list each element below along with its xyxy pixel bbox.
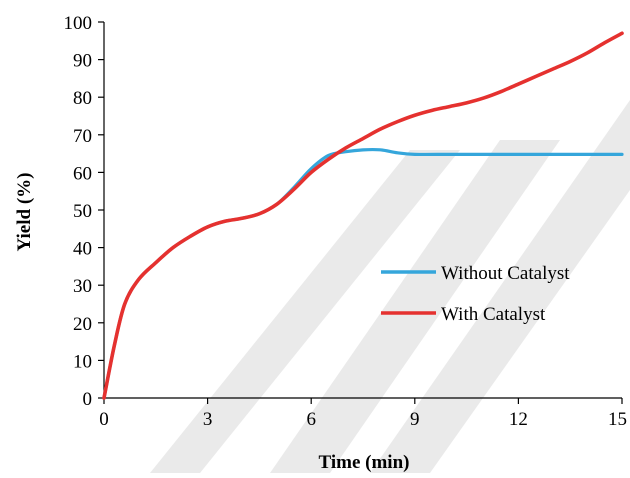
y-tick-label: 40	[73, 239, 92, 260]
y-tick-label: 50	[73, 201, 92, 222]
x-tick-label: 9	[410, 409, 420, 430]
legend-label: With Catalyst	[441, 304, 546, 325]
series-line-with-catalyst	[102, 31, 624, 400]
y-tick-label: 80	[73, 88, 92, 109]
legend: Without Catalyst With Catalyst	[381, 263, 570, 325]
legend-label: Without Catalyst	[441, 263, 570, 284]
y-tick-label: 90	[73, 51, 92, 72]
x-tick-label: 12	[509, 409, 528, 430]
retracted-watermark	[150, 100, 630, 473]
x-tick-label: 15	[608, 409, 627, 430]
watermark-band-1	[370, 100, 630, 473]
y-tick-label: 100	[64, 13, 93, 34]
y-tick-label: 60	[73, 163, 92, 184]
series-lines	[102, 31, 624, 400]
x-tick-label: 6	[306, 409, 316, 430]
y-tick-label: 70	[73, 126, 92, 147]
x-axis-title: Time (min)	[319, 452, 410, 473]
y-axis-title: Yield (%)	[14, 173, 35, 252]
y-tick-label: 20	[73, 314, 92, 335]
watermark-band-0	[270, 140, 560, 473]
x-tick-label: 0	[99, 409, 109, 430]
x-tick-label: 3	[203, 409, 213, 430]
y-tick-label: 0	[83, 389, 93, 410]
watermark-band-2	[150, 150, 460, 473]
y-tick-label: 30	[73, 276, 92, 297]
y-tick-label: 10	[73, 351, 92, 372]
tick-labels: 0 10 20 30 40 50 60 70 80 90 100 0 3 6 9 12 15	[64, 13, 628, 430]
